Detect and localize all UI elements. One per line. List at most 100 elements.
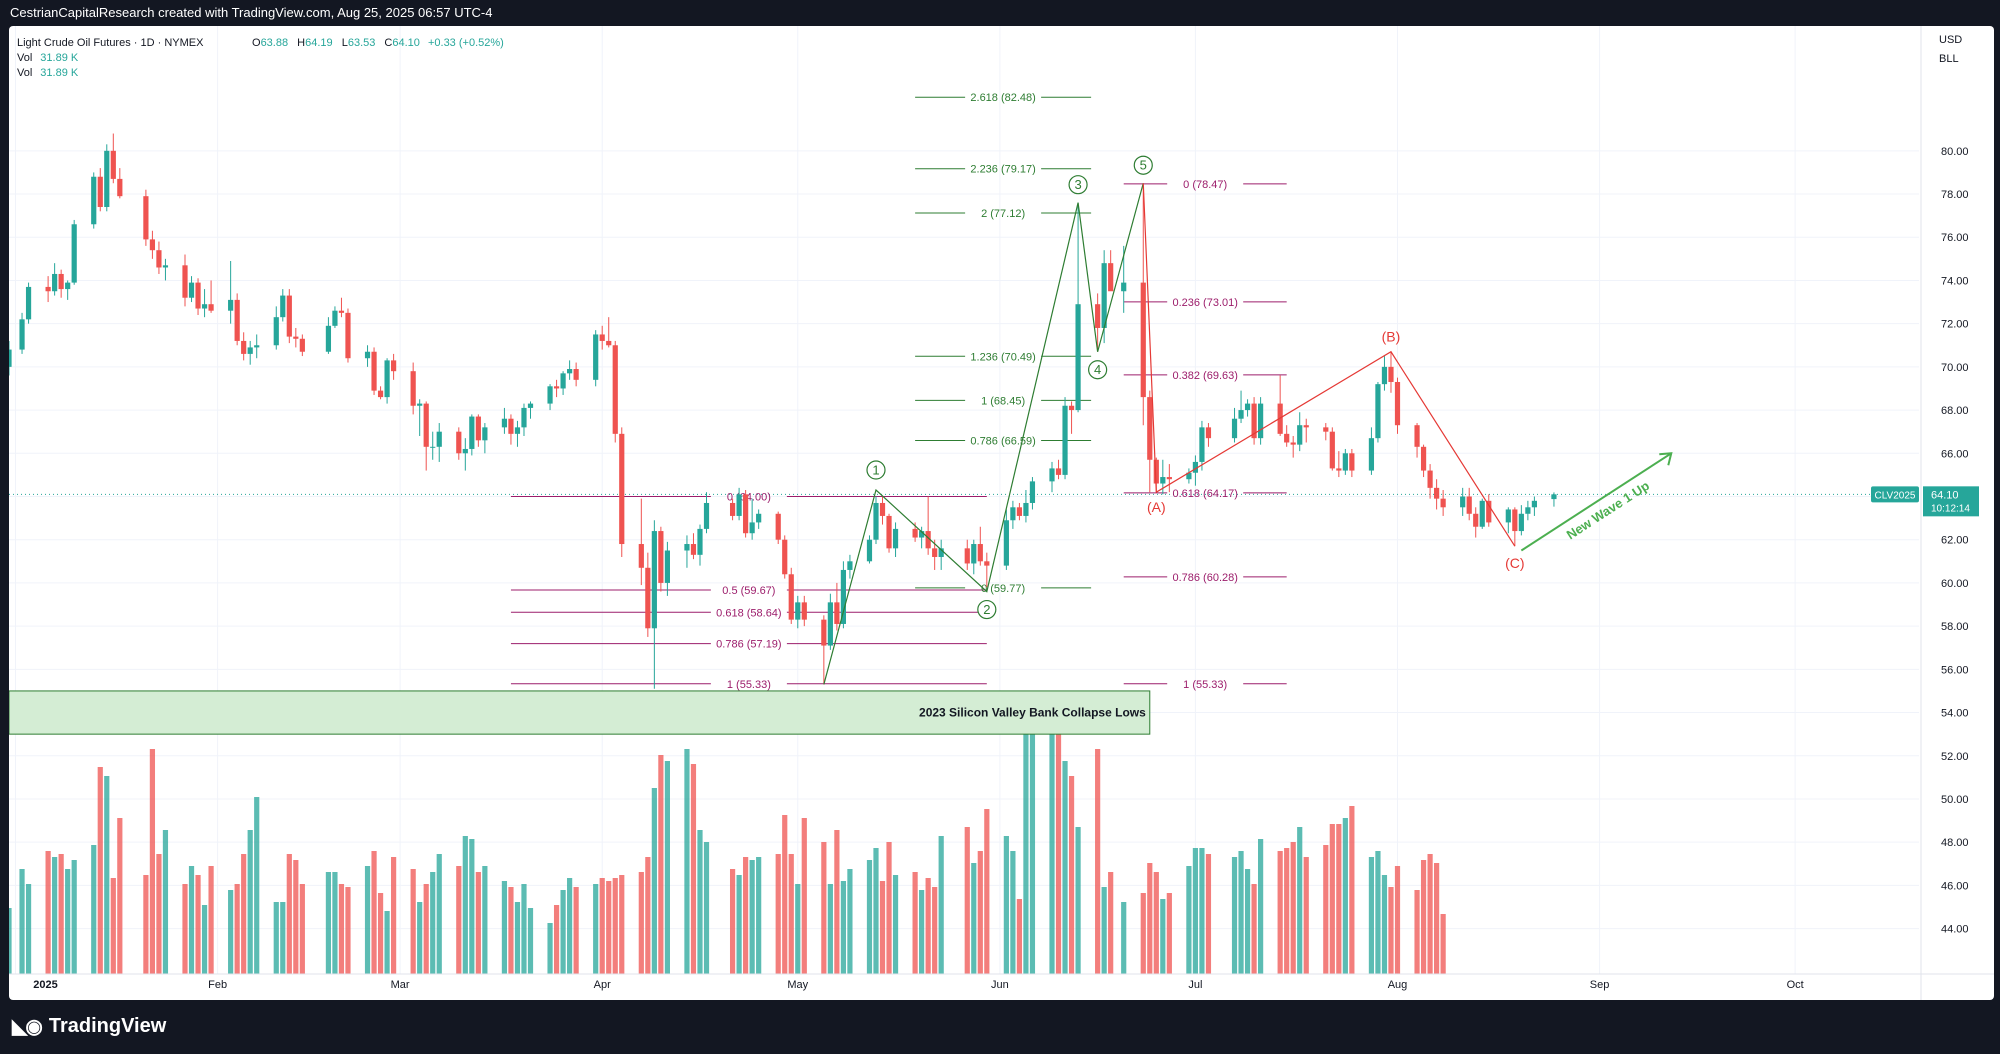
wave-marker-circle xyxy=(1133,155,1153,175)
candle-body xyxy=(208,304,214,311)
volume-value: 31.89 K xyxy=(40,52,79,64)
open-label: O xyxy=(252,37,261,49)
price-chart[interactable]: 0.5 (59.67) 0.618 (58.64) 0.786 (57.19) 1 (… xyxy=(9,26,1994,1000)
volume-bar xyxy=(1016,899,1023,974)
volume-bar xyxy=(299,884,305,974)
volume-bar xyxy=(149,749,156,974)
close-label: C xyxy=(384,37,392,49)
volume-bar xyxy=(703,842,710,974)
candle-body xyxy=(280,295,286,318)
candle-body xyxy=(736,494,742,516)
tradingview-logo[interactable]: ◣◉ TradingView xyxy=(12,1014,166,1039)
volume-bar xyxy=(658,755,664,974)
corrective-wave-label: (A) xyxy=(1147,499,1166,515)
candle-body xyxy=(1297,425,1303,445)
volume-bar xyxy=(775,854,781,974)
volume-bar xyxy=(280,902,286,974)
fib-retrace-left-label: 0.5 (59.67) xyxy=(722,585,775,597)
volume-bar xyxy=(514,902,521,974)
volume-bar xyxy=(879,881,886,974)
unit-label[interactable]: BLL xyxy=(1939,53,1959,65)
volume-bar xyxy=(1388,887,1394,974)
volume-bar xyxy=(521,884,527,974)
volume-bar xyxy=(756,857,762,974)
volume-bar xyxy=(156,854,162,974)
candle-body xyxy=(475,416,481,441)
volume-bar xyxy=(1003,836,1009,974)
candle-body xyxy=(410,371,416,406)
fib-extension-label: 2.236 (79.17) xyxy=(970,164,1035,176)
svb-zone-label: 2023 Silicon Valley Bank Collapse Lows xyxy=(919,706,1146,720)
corrective-wave-path xyxy=(1142,183,1516,547)
candle-body xyxy=(664,550,670,583)
candle-body xyxy=(332,310,338,326)
candle-body xyxy=(45,286,51,292)
candle-body xyxy=(1486,500,1492,523)
low-value: 63.53 xyxy=(348,37,376,49)
fib-extension-label: 0 (59.77) xyxy=(981,583,1025,595)
price-tick-label: 70.00 xyxy=(1941,362,1969,374)
volume-bar xyxy=(1303,857,1309,974)
currency-label[interactable]: USD xyxy=(1939,34,1962,46)
time-tick-label: Jul xyxy=(1188,979,1202,991)
candle-body xyxy=(299,338,305,352)
new-wave-label: New Wave 1 Up xyxy=(1564,478,1652,543)
candle-body xyxy=(1166,477,1172,480)
volume-bar xyxy=(182,884,188,974)
price-tick-label: 60.00 xyxy=(1941,578,1969,590)
candle-body xyxy=(873,502,879,540)
volume-bar xyxy=(371,851,377,974)
wave-marker-label: 4 xyxy=(1094,362,1101,377)
volume-bar xyxy=(384,911,390,974)
candle-body xyxy=(729,502,736,516)
candle-body xyxy=(58,273,64,290)
volume-bar xyxy=(1055,719,1062,974)
candle-body xyxy=(912,528,918,538)
candle-body xyxy=(1068,405,1075,411)
volume-bar xyxy=(1049,704,1055,974)
candle-body xyxy=(149,239,156,251)
candle-body xyxy=(71,224,77,283)
candle-body xyxy=(117,178,123,197)
time-tick-label: Apr xyxy=(594,979,611,991)
candle-body xyxy=(879,502,886,516)
volume-bar xyxy=(117,818,123,974)
candle-body xyxy=(364,351,371,359)
volume-bar xyxy=(749,860,755,974)
time-tick-label: Feb xyxy=(208,979,227,991)
volume-bar xyxy=(638,872,644,974)
volume-bar xyxy=(188,866,195,974)
volume-bar xyxy=(645,857,651,974)
candle-body xyxy=(65,282,71,290)
last-price-badge xyxy=(1923,486,1979,517)
volume-bars xyxy=(9,704,1446,974)
candle-body xyxy=(1342,453,1348,471)
candle-body xyxy=(1303,425,1309,428)
candle-body xyxy=(25,286,32,320)
price-tick-label: 52.00 xyxy=(1941,751,1969,763)
wave-marker-label: 1 xyxy=(872,463,879,478)
candle-body xyxy=(527,403,534,408)
change-value: +0.33 (+0.52%) xyxy=(428,37,504,49)
wave-annotations: 1 2 3 4 5 (A) (B) (C) New Wave 1 Up xyxy=(823,155,1673,685)
chart-panel[interactable]: 0.5 (59.67) 0.618 (58.64) 0.786 (57.19) 1 (… xyxy=(9,26,1994,1000)
candle-body xyxy=(456,431,462,454)
axes: 44.00 46.00 48.00 50.00 52.00 54.00 56.00 58.00… xyxy=(9,26,1994,1000)
volume-bar xyxy=(1284,848,1290,974)
volume-bar xyxy=(286,854,292,974)
fib-extension-label: 1 (68.45) xyxy=(981,395,1025,407)
candle-body xyxy=(97,176,103,207)
candle-body xyxy=(1505,509,1511,523)
candle-body xyxy=(1153,459,1159,484)
volume-bar xyxy=(19,869,25,974)
fib-levels: 0.5 (59.67) 0.618 (58.64) 0.786 (57.19) 1 (… xyxy=(9,92,1919,735)
time-tick-label: Oct xyxy=(1787,979,1804,991)
candle-body xyxy=(801,602,807,620)
volume-bar xyxy=(651,788,657,974)
candle-body xyxy=(560,373,566,389)
candle-body xyxy=(964,548,970,564)
volume-bar xyxy=(377,893,384,974)
fib-retrace-right-label: 0.382 (69.63) xyxy=(1172,370,1237,382)
price-tick-label: 56.00 xyxy=(1941,664,1969,676)
price-tick-label: 58.00 xyxy=(1941,621,1969,633)
